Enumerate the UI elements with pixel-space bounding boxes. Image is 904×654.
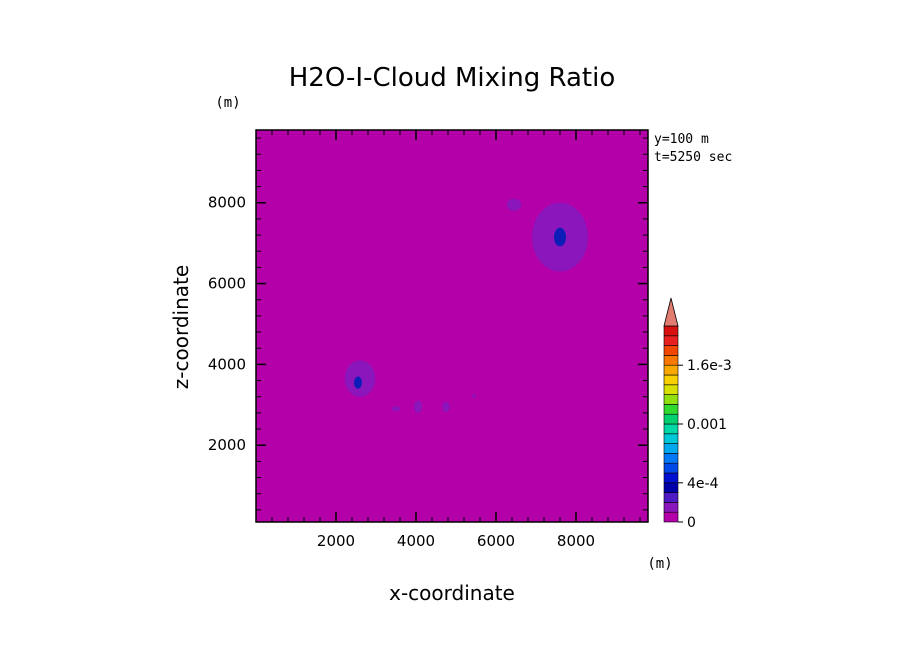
colorbar-bin bbox=[663, 492, 679, 503]
contour-cloud-patch-4 bbox=[472, 393, 476, 398]
colorbar-bin bbox=[663, 502, 679, 513]
colorbar-bin bbox=[663, 374, 679, 386]
contour-cloud-patch-1 bbox=[392, 406, 400, 412]
colorbar-bin bbox=[663, 482, 679, 493]
colorbar-bin bbox=[663, 384, 679, 395]
x-tick-label: 8000 bbox=[557, 532, 595, 550]
colorbar-bin bbox=[663, 443, 679, 454]
colorbar-bin bbox=[663, 345, 679, 356]
colorbar-bin bbox=[663, 413, 679, 425]
y-axis: 2000 4000 6000 8000 bbox=[208, 194, 648, 454]
colorbar-bin bbox=[663, 453, 679, 464]
colorbar-bin bbox=[663, 325, 679, 337]
contour-cloud-patch-3 bbox=[442, 401, 450, 413]
y-unit-label: (m) bbox=[215, 95, 240, 111]
contour-cloud-upper-right-core bbox=[554, 227, 566, 247]
y-tick-label: 8000 bbox=[208, 194, 246, 212]
y-axis-label: z-coordinate bbox=[169, 265, 193, 389]
contour-cloud-patch-2 bbox=[414, 400, 422, 413]
y-tick-label: 6000 bbox=[208, 275, 246, 293]
colorbar-bin bbox=[663, 472, 679, 484]
colorbar-bin bbox=[663, 511, 679, 523]
contour-background bbox=[256, 130, 648, 522]
colorbar-extend-arrow bbox=[663, 297, 679, 327]
x-axis: 2000 4000 6000 8000 bbox=[317, 130, 595, 550]
x-tick-label: 2000 bbox=[317, 532, 355, 550]
colorbar-bin bbox=[663, 433, 679, 444]
chart-title: H2O-I-Cloud Mixing Ratio bbox=[289, 63, 616, 93]
x-unit-label: (m) bbox=[647, 556, 672, 572]
x-tick-label: 4000 bbox=[397, 532, 435, 550]
plot-frame bbox=[255, 129, 649, 523]
colorbar-bin bbox=[663, 364, 679, 376]
colorbar-label: 0.001 bbox=[687, 417, 727, 433]
minor-ticks bbox=[256, 130, 648, 522]
colorbar-bin bbox=[663, 462, 679, 474]
colorbar-bin bbox=[663, 394, 679, 405]
contour-cloud-upper-small bbox=[506, 198, 522, 211]
contour-cloud-left-core bbox=[354, 376, 362, 389]
y-tick-label: 2000 bbox=[208, 436, 246, 454]
colorbar-bin bbox=[663, 404, 679, 415]
annotation-t: t=5250 sec bbox=[654, 150, 732, 165]
plot-area bbox=[255, 129, 649, 523]
colorbar-bin bbox=[663, 423, 679, 435]
colorbar-bin bbox=[663, 355, 679, 366]
x-axis-label: x-coordinate bbox=[389, 581, 515, 605]
y-tick-label: 4000 bbox=[208, 355, 246, 373]
colorbar-label: 1.6e-3 bbox=[687, 358, 732, 374]
colorbar: 0 4e-4 0.001 1.6e-3 bbox=[663, 297, 732, 531]
colorbar-bin bbox=[663, 335, 679, 346]
x-tick-label: 6000 bbox=[477, 532, 515, 550]
colorbar-label: 0 bbox=[687, 515, 696, 531]
annotation-y: y=100 m bbox=[654, 132, 709, 147]
colorbar-label: 4e-4 bbox=[687, 476, 719, 492]
